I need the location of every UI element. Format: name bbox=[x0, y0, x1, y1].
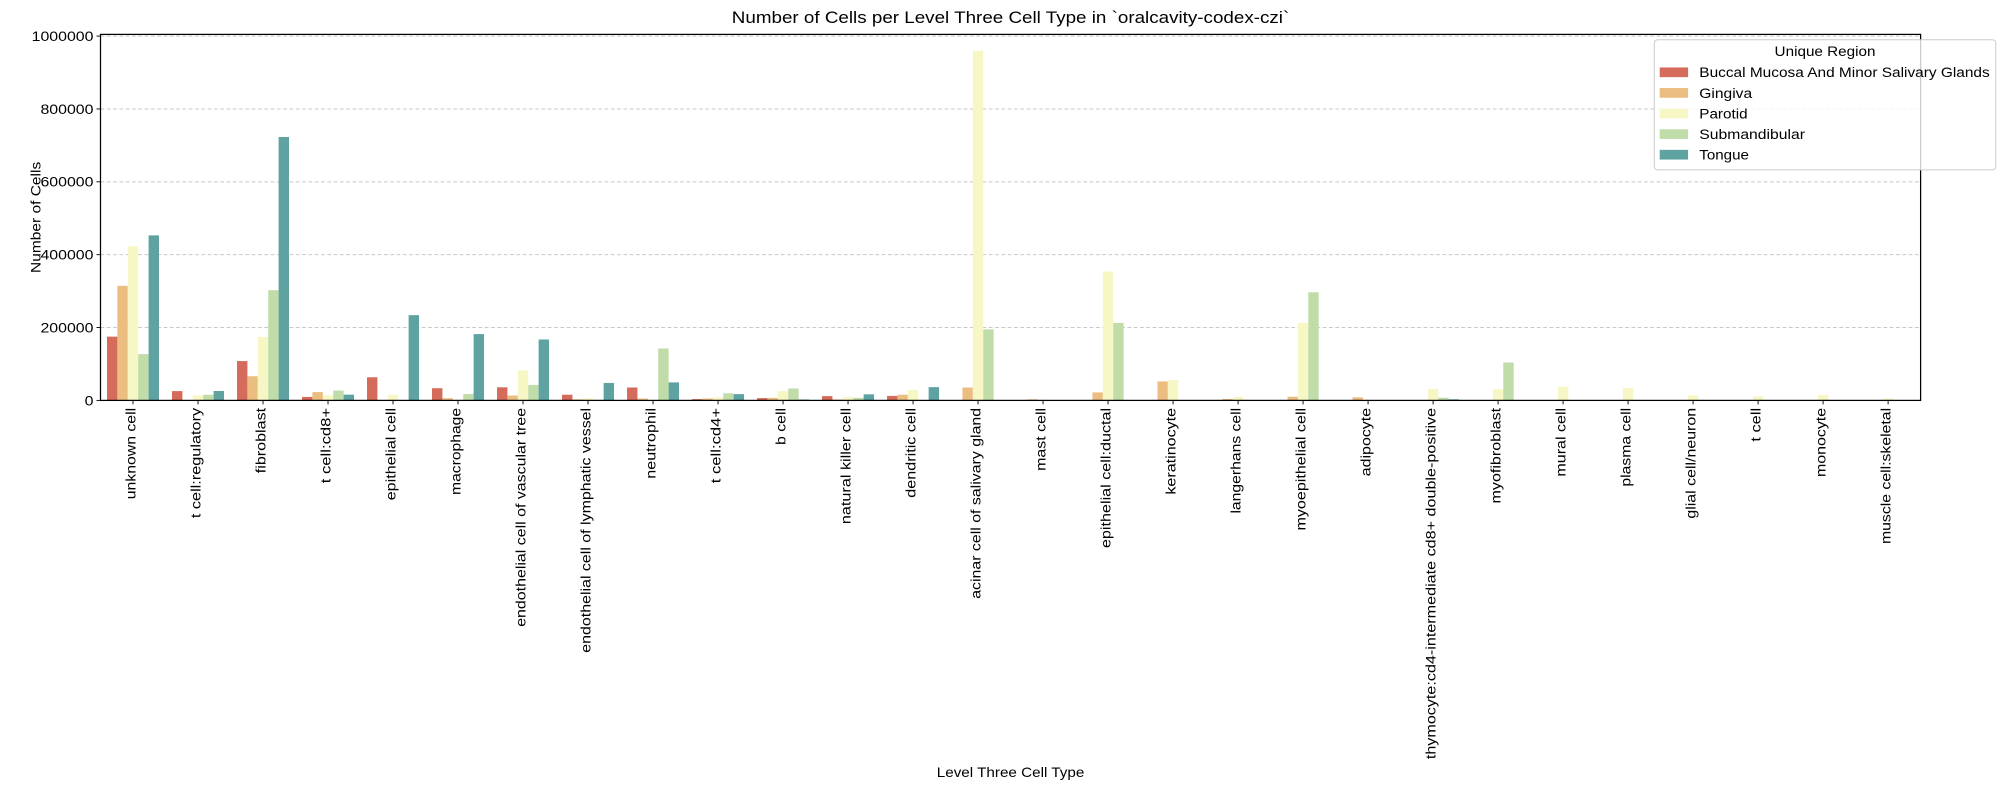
svg-text:muscle cell:skeletal: muscle cell:skeletal bbox=[1878, 408, 1894, 544]
svg-text:t cell: t cell bbox=[1747, 408, 1763, 442]
svg-text:t cell:cd4+: t cell:cd4+ bbox=[707, 408, 723, 483]
svg-text:keratinocyte: keratinocyte bbox=[1162, 408, 1178, 495]
svg-text:epithelial cell:ductal: epithelial cell:ductal bbox=[1097, 408, 1113, 548]
svg-text:myofibroblast: myofibroblast bbox=[1487, 408, 1503, 504]
svg-text:t cell:regulatory: t cell:regulatory bbox=[187, 408, 203, 518]
svg-text:glial cell/neuron: glial cell/neuron bbox=[1682, 408, 1698, 519]
svg-text:1000000: 1000000 bbox=[32, 28, 94, 44]
svg-text:adipocyte: adipocyte bbox=[1357, 408, 1373, 477]
svg-text:Level Three Cell Type: Level Three Cell Type bbox=[937, 764, 1085, 780]
svg-text:Number of Cells per Level Thre: Number of Cells per Level Three Cell Typ… bbox=[732, 8, 1289, 27]
svg-text:acinar cell of salivary gland: acinar cell of salivary gland bbox=[967, 408, 983, 599]
svg-text:0: 0 bbox=[85, 392, 94, 408]
svg-text:myoepithelial cell: myoepithelial cell bbox=[1292, 408, 1308, 531]
svg-text:endothelial cell of lymphatic: endothelial cell of lymphatic vessel bbox=[577, 408, 593, 653]
svg-text:Unique Region: Unique Region bbox=[1775, 43, 1876, 59]
svg-text:endothelial cell of vascular t: endothelial cell of vascular tree bbox=[512, 408, 528, 627]
svg-text:600000: 600000 bbox=[40, 174, 93, 190]
svg-text:unknown cell: unknown cell bbox=[122, 408, 138, 499]
svg-text:mural cell: mural cell bbox=[1552, 408, 1568, 477]
svg-text:200000: 200000 bbox=[40, 319, 93, 335]
svg-text:Number of Cells: Number of Cells bbox=[28, 162, 44, 273]
svg-text:fibroblast: fibroblast bbox=[252, 408, 268, 473]
svg-text:monocyte: monocyte bbox=[1812, 408, 1828, 477]
svg-text:Buccal Mucosa And Minor Saliva: Buccal Mucosa And Minor Salivary Glands bbox=[1699, 64, 1989, 80]
svg-text:langerhans cell: langerhans cell bbox=[1227, 408, 1243, 514]
svg-text:t cell:cd8+: t cell:cd8+ bbox=[317, 408, 333, 483]
svg-text:Submandibular: Submandibular bbox=[1699, 126, 1805, 142]
svg-text:dendritic cell: dendritic cell bbox=[902, 408, 918, 498]
svg-text:Parotid: Parotid bbox=[1699, 105, 1747, 121]
svg-text:Gingiva: Gingiva bbox=[1699, 85, 1752, 101]
svg-text:mast cell: mast cell bbox=[1032, 408, 1048, 471]
svg-text:neutrophil: neutrophil bbox=[642, 408, 658, 479]
svg-text:thymocyte:cd4-intermediate cd8: thymocyte:cd4-intermediate cd8+ double-p… bbox=[1422, 408, 1438, 760]
svg-text:Tongue: Tongue bbox=[1699, 147, 1749, 163]
svg-text:400000: 400000 bbox=[40, 247, 93, 263]
svg-text:plasma cell: plasma cell bbox=[1617, 408, 1633, 487]
svg-text:natural killer cell: natural killer cell bbox=[837, 408, 853, 524]
svg-text:800000: 800000 bbox=[40, 101, 93, 117]
svg-text:macrophage: macrophage bbox=[447, 408, 463, 495]
svg-text:b cell: b cell bbox=[772, 408, 788, 445]
svg-text:epithelial cell: epithelial cell bbox=[382, 408, 398, 500]
